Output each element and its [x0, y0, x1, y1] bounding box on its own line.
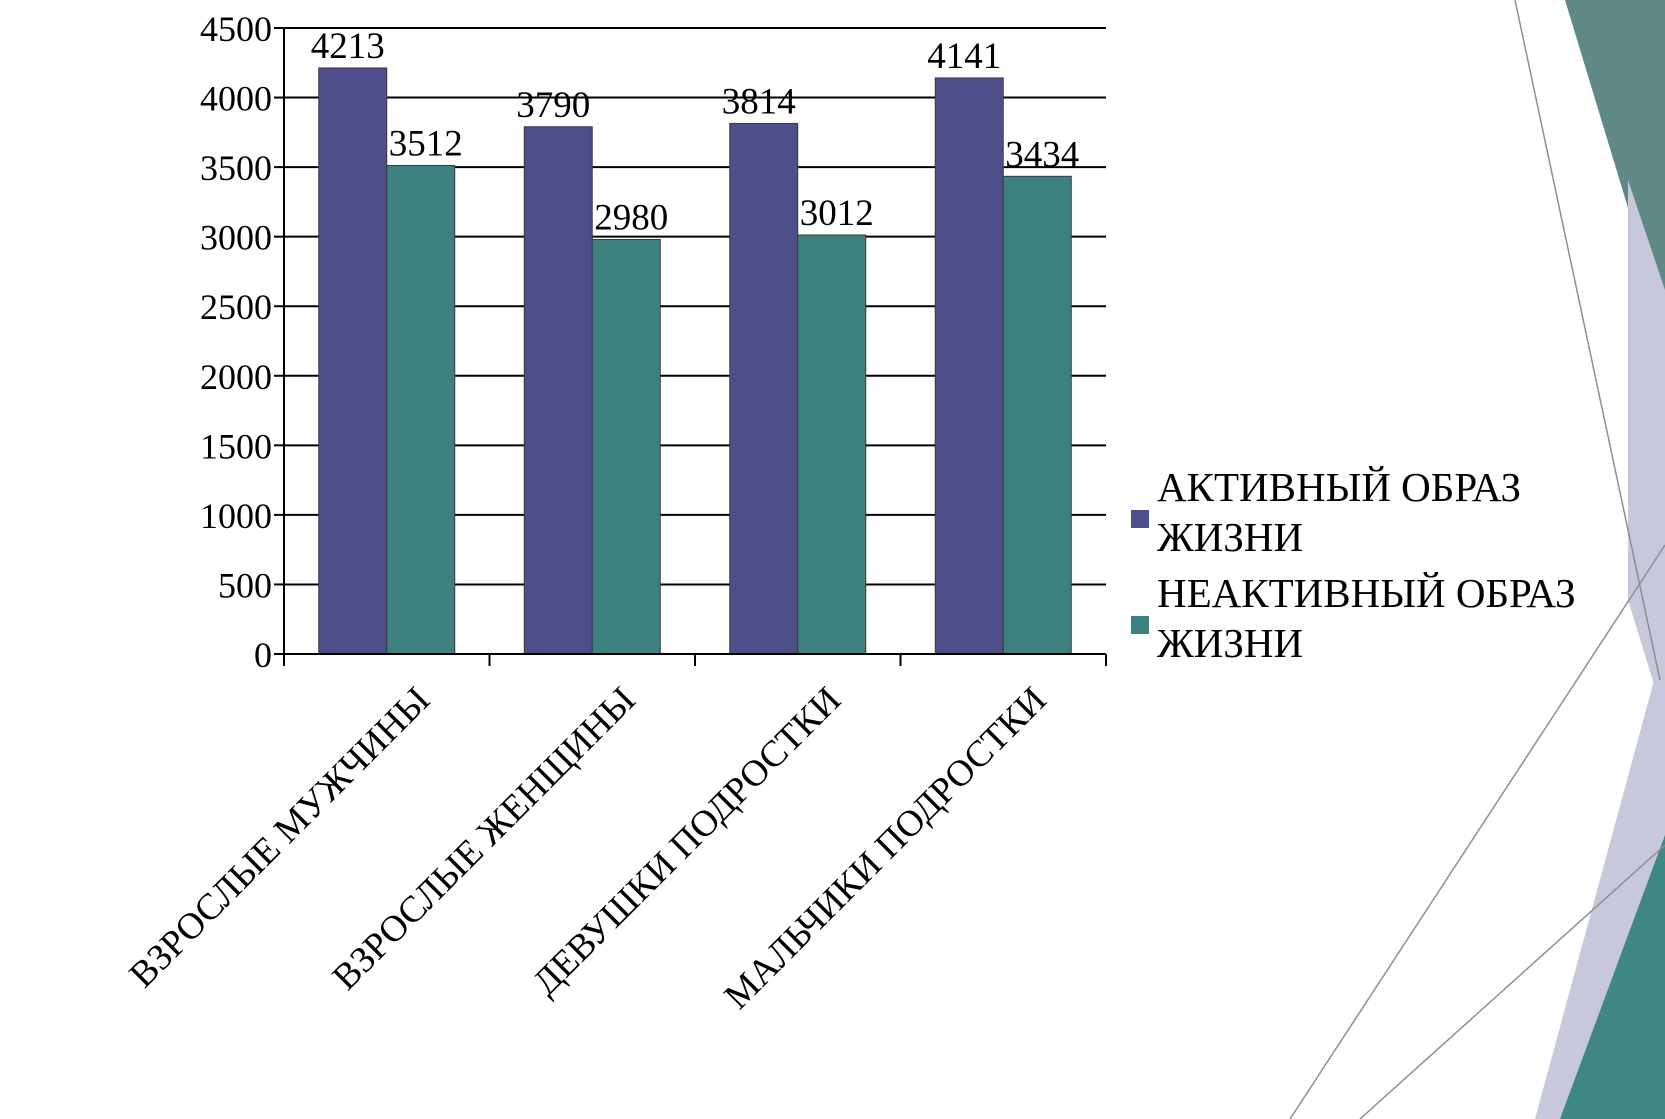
data-label: 3814 — [722, 81, 796, 122]
corner-shape-mid — [1628, 180, 1665, 720]
decor-line-1 — [1514, 0, 1661, 681]
y-tick-label: 500 — [218, 565, 272, 605]
bar-inactive — [386, 164, 456, 655]
y-tick-labels: 0 500 1000 1500 2000 2500 3000 3500 4000 4500 — [200, 9, 272, 675]
decor-line-3 — [1359, 844, 1665, 1119]
bar-inactive — [1002, 175, 1072, 655]
bar-active — [318, 67, 388, 655]
data-label: 4141 — [927, 36, 1001, 77]
legend-swatch-active — [1131, 510, 1149, 528]
y-tick-label: 2500 — [200, 287, 272, 327]
data-label: 2980 — [594, 197, 668, 238]
y-tick-label: 2000 — [200, 357, 272, 397]
axes — [274, 27, 1107, 666]
data-label: 4213 — [311, 26, 385, 67]
y-tick-label: 1500 — [200, 426, 272, 466]
y-tick-label: 3000 — [200, 218, 272, 258]
y-tick-label: 0 — [254, 635, 272, 675]
bar-active — [729, 122, 799, 655]
data-labels: 4213 3512 3790 2980 3814 3012 4141 3434 — [311, 26, 1080, 239]
data-label: 3434 — [1005, 134, 1079, 175]
bar-inactive — [591, 238, 661, 655]
data-label: 3790 — [516, 85, 590, 126]
category-label: МАЛЬЧИКИ ПОДРОСТКИ — [717, 679, 1055, 1017]
bar-active — [523, 126, 593, 655]
corner-shape-bottom-dark — [1560, 835, 1665, 1119]
bars — [318, 67, 1072, 655]
legend-label-inactive: НЕАКТИВНЫЙ ОБРАЗ ЖИЗНИ — [1157, 570, 1576, 666]
legend-item-active: АКТИВНЫЙ ОБРАЗ ЖИЗНИ — [1125, 462, 1665, 562]
legend-item-inactive: НЕАКТИВНЫЙ ОБРАЗ ЖИЗНИ — [1125, 568, 1665, 668]
y-tick-label: 3500 — [200, 148, 272, 188]
y-tick-label: 4500 — [200, 9, 272, 49]
legend-swatch-inactive — [1131, 616, 1149, 634]
data-label: 3512 — [389, 123, 463, 164]
y-tick-label: 1000 — [200, 496, 272, 536]
bar-active — [934, 77, 1004, 655]
bar-inactive — [797, 234, 867, 655]
data-label: 3012 — [800, 193, 874, 234]
legend-label-active: АКТИВНЫЙ ОБРАЗ ЖИЗНИ — [1157, 464, 1522, 560]
decor-line-2 — [1289, 544, 1665, 1119]
legend: АКТИВНЫЙ ОБРАЗ ЖИЗНИ НЕАКТИВНЫЙ ОБРАЗ ЖИ… — [1125, 462, 1665, 674]
y-tick-label: 4000 — [200, 79, 272, 119]
